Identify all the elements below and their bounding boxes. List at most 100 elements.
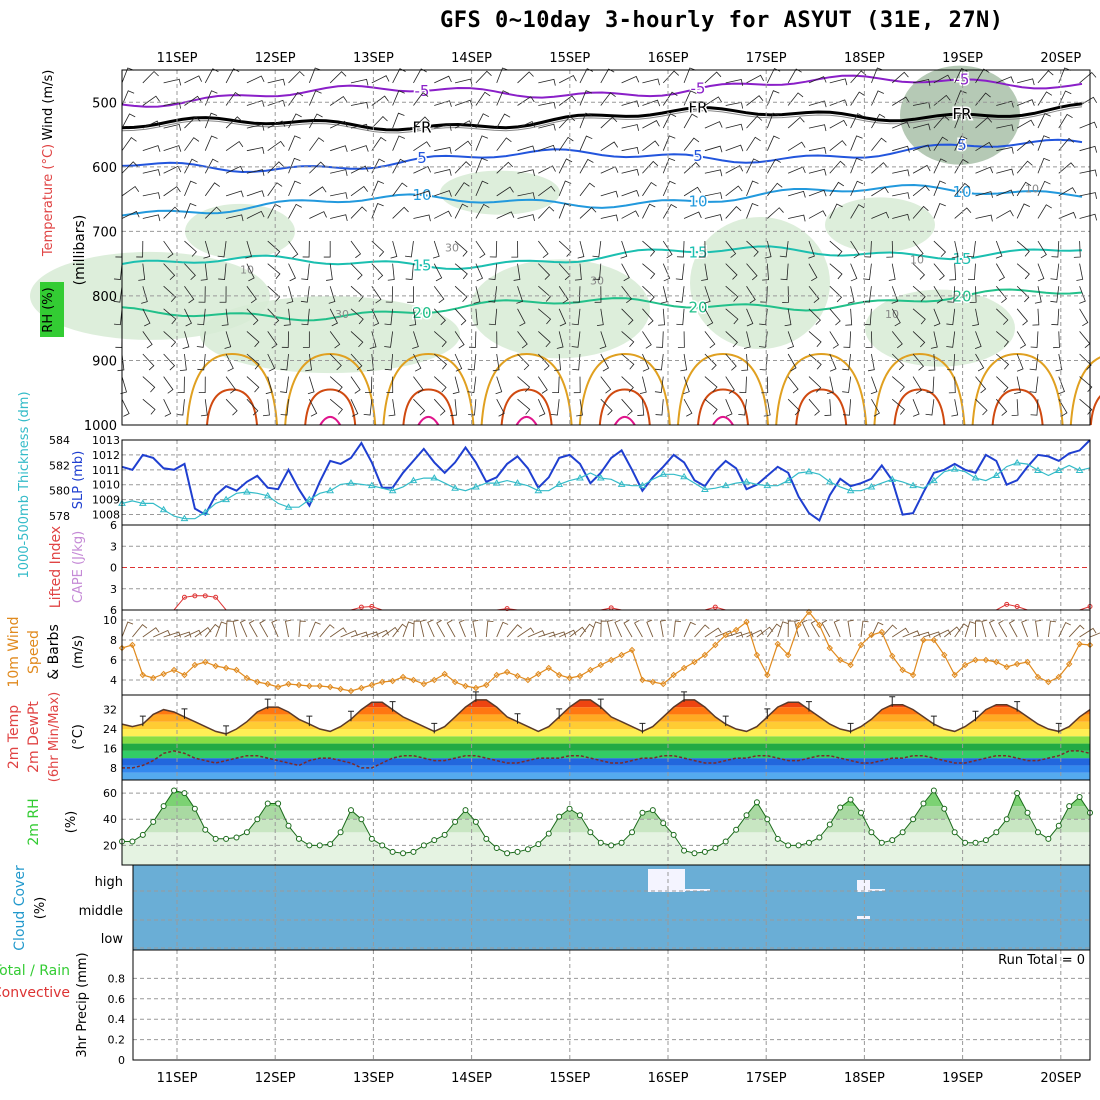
- wind-barb: [912, 205, 929, 219]
- wind-barb: [221, 308, 229, 326]
- wind-barb: [392, 135, 405, 151]
- wind-barb: [142, 214, 161, 222]
- wind-barb: [517, 192, 535, 200]
- wind-barb: [326, 263, 333, 281]
- wind10m-marker: [503, 668, 511, 676]
- rh-marker: [608, 842, 615, 849]
- wind-barb: [1037, 113, 1051, 129]
- wind10m-marker: [649, 678, 657, 686]
- wind-barb: [892, 96, 910, 106]
- wind-barb: [309, 113, 323, 129]
- rh-marker: [837, 804, 844, 811]
- wind10m-marker: [316, 682, 323, 690]
- wind-barb: [224, 331, 232, 349]
- wind-barb: [1030, 331, 1039, 348]
- rh-marker: [805, 839, 812, 846]
- thickness-marker: [534, 486, 543, 494]
- wind-barb: [975, 214, 993, 222]
- temp-axis-label: (6hr Min/Max): [47, 692, 62, 782]
- wind-barb: [219, 286, 227, 303]
- surface-temp-contour: [598, 388, 651, 426]
- wind-barb: [656, 331, 664, 348]
- wind-barb: [392, 182, 408, 197]
- wind-barb: [637, 399, 645, 416]
- thickness-marker: [409, 476, 418, 484]
- wind10m-marker: [254, 678, 261, 686]
- wind-barb: [329, 353, 342, 371]
- thickness-tick: 580: [49, 485, 70, 498]
- wind-barb: [538, 165, 556, 174]
- wind-barb: [725, 144, 744, 152]
- surface-temp-contour: [480, 352, 573, 426]
- wind-barb: [141, 286, 148, 304]
- temp-minmax-bar: [389, 701, 396, 712]
- wind-barb: [951, 240, 959, 259]
- temp-minmax-bar: [431, 722, 438, 734]
- wind10m-marker: [524, 676, 532, 684]
- temp-contour-label: 15: [412, 257, 431, 275]
- wind-barb: [1058, 211, 1077, 219]
- wind-barb: [808, 189, 827, 197]
- rh-band: [122, 819, 1090, 833]
- wind-barb: [1037, 240, 1047, 259]
- date-label-top: 16SEP: [648, 51, 689, 66]
- wind-barb: [967, 263, 976, 281]
- wind-barb: [309, 186, 327, 197]
- wind-barb: [954, 112, 967, 129]
- wind-barb: [725, 399, 733, 417]
- rh-contour-label: 10: [1025, 183, 1039, 196]
- wind-barb: [579, 90, 593, 106]
- temp-contour-label: 20: [952, 287, 971, 305]
- wind-barb: [217, 240, 227, 258]
- precip-frame: [132, 949, 1091, 1061]
- wind10m-marker: [233, 666, 240, 674]
- wind-barb: [767, 207, 784, 219]
- wind-barb: [1079, 169, 1097, 177]
- slp-axis-label: SLP (mb): [71, 451, 86, 510]
- wind-barb: [517, 120, 536, 129]
- rh-marker: [660, 820, 667, 827]
- wind-barb: [621, 353, 635, 370]
- wind10m-marker: [607, 656, 615, 664]
- rh-marker: [535, 841, 542, 848]
- wind-barb: [975, 68, 990, 84]
- wind-barb: [198, 286, 206, 303]
- cloud-axis-label: (%): [33, 897, 48, 920]
- wind-barb: [281, 331, 289, 348]
- wind-barb: [163, 206, 180, 219]
- wind-barb: [302, 331, 310, 348]
- wind-barb: [746, 74, 764, 84]
- surface-temp-contour: [304, 388, 357, 426]
- thickness-marker: [388, 486, 397, 494]
- li-tick: 0: [110, 562, 117, 575]
- temp-minmax-bar: [764, 708, 771, 719]
- lifted-index-marker: [202, 593, 208, 599]
- temp-band: [122, 736, 1090, 744]
- wind-barb: [267, 99, 286, 107]
- rh-marker: [524, 846, 531, 853]
- wind10m-marker: [493, 671, 500, 679]
- wind10m-barb: [163, 631, 181, 638]
- slp-tick: 1013: [92, 434, 120, 447]
- wind-barb: [350, 263, 363, 280]
- wind-barb: [452, 376, 460, 395]
- thickness-marker: [201, 508, 210, 515]
- thickness-marker: [867, 482, 876, 490]
- wind-barb: [434, 75, 452, 84]
- temp-band: [122, 743, 1090, 751]
- wind-barb: [142, 120, 161, 129]
- precip-total-label: Total / Rain: [0, 963, 70, 979]
- wind-barb: [454, 120, 473, 129]
- surface-temp-contour: [795, 388, 848, 426]
- wind-barb: [975, 398, 988, 416]
- wind10m-barb: [860, 620, 869, 638]
- thickness-marker: [971, 474, 980, 481]
- date-label-top: 20SEP: [1040, 51, 1081, 66]
- wind-barb: [538, 353, 550, 371]
- wind-barb: [267, 285, 281, 302]
- wind-barb: [741, 353, 749, 371]
- temp-minmax-bar: [264, 698, 271, 710]
- wind-barb: [225, 376, 237, 394]
- wind-barb: [642, 182, 657, 197]
- wind-barb: [388, 399, 396, 417]
